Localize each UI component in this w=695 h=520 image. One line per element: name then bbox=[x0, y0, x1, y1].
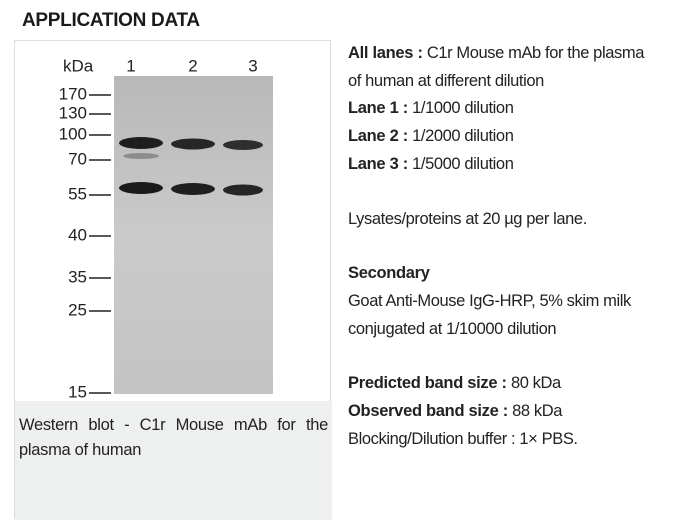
detail-line: Predicted band size : 80 kDa bbox=[348, 370, 653, 398]
detail-line: Lane 1 : 1/1000 dilution bbox=[348, 95, 653, 123]
lane-label: 1 bbox=[126, 56, 135, 75]
lane-label: 2 bbox=[188, 56, 197, 75]
secondary-text: Goat Anti-Mouse IgG-HRP, 5% skim milk co… bbox=[348, 291, 631, 338]
detail-line: Observed band size : 88 kDa bbox=[348, 398, 653, 426]
secondary-title: Secondary bbox=[348, 260, 653, 288]
band bbox=[171, 183, 215, 195]
marker-label: 25 bbox=[68, 300, 87, 319]
marker-label: 130 bbox=[59, 103, 87, 122]
band bbox=[223, 140, 263, 150]
marker-label: 35 bbox=[68, 267, 87, 286]
detail-label: All lanes : bbox=[348, 44, 423, 62]
blot-shade bbox=[114, 76, 273, 394]
heading: Secondary bbox=[348, 264, 430, 283]
band bbox=[171, 138, 215, 150]
detail-line: All lanes : C1r Mouse mAb for the plasma… bbox=[348, 40, 653, 95]
detail-line: Lane 3 : 1/5000 dilution bbox=[348, 151, 653, 179]
detail-label: Predicted band size : bbox=[348, 374, 507, 393]
marker-label: 55 bbox=[68, 184, 87, 203]
detail-text: 88 kDa bbox=[512, 402, 563, 421]
marker-label: 170 bbox=[59, 84, 87, 103]
details: All lanes : C1r Mouse mAb for the plasma… bbox=[348, 40, 653, 453]
band bbox=[123, 153, 159, 159]
marker-label: 100 bbox=[59, 124, 87, 143]
lane-label: 3 bbox=[248, 56, 257, 75]
buffer-note: Blocking/Dilution buffer : 1× PBS. bbox=[348, 429, 578, 448]
lane-list: All lanes : C1r Mouse mAb for the plasma… bbox=[348, 40, 653, 179]
marker-label: 15 bbox=[68, 382, 87, 401]
detail-line: Lane 2 : 1/2000 dilution bbox=[348, 123, 653, 151]
unit-label: kDa bbox=[63, 56, 94, 75]
detail-text: 80 kDa bbox=[510, 374, 561, 393]
figure-caption: Western blot - C1r Mouse mAb for the pla… bbox=[15, 401, 332, 520]
marker-label: 40 bbox=[68, 225, 87, 244]
detail-text: 1/1000 dilution bbox=[412, 99, 514, 118]
section-title: APPLICATION DATA bbox=[22, 10, 200, 31]
loading-note: Lysates/proteins at 20 µg per lane. bbox=[348, 209, 587, 228]
band-list: Predicted band size : 80 kDa Observed ban… bbox=[348, 370, 653, 425]
detail-label: Lane 3 : bbox=[348, 154, 408, 173]
detail-text: 1/5000 dilution bbox=[412, 154, 514, 173]
detail-text: 1/2000 dilution bbox=[412, 127, 514, 146]
detail-label: Lane 2 : bbox=[348, 127, 408, 146]
band bbox=[119, 137, 163, 149]
band bbox=[119, 182, 163, 194]
detail-text: C1r Mouse mAb for the plasma of human at… bbox=[348, 44, 644, 90]
figure-panel: kDa 1 2 3 170 130 100 70 55 40 35 25 15 Western blot… bbox=[14, 40, 332, 520]
detail-label: Lane 1 : bbox=[348, 99, 408, 118]
detail-label: Observed band size : bbox=[348, 402, 508, 421]
band bbox=[223, 184, 263, 196]
bands bbox=[119, 137, 263, 196]
marker-label: 70 bbox=[68, 149, 87, 168]
